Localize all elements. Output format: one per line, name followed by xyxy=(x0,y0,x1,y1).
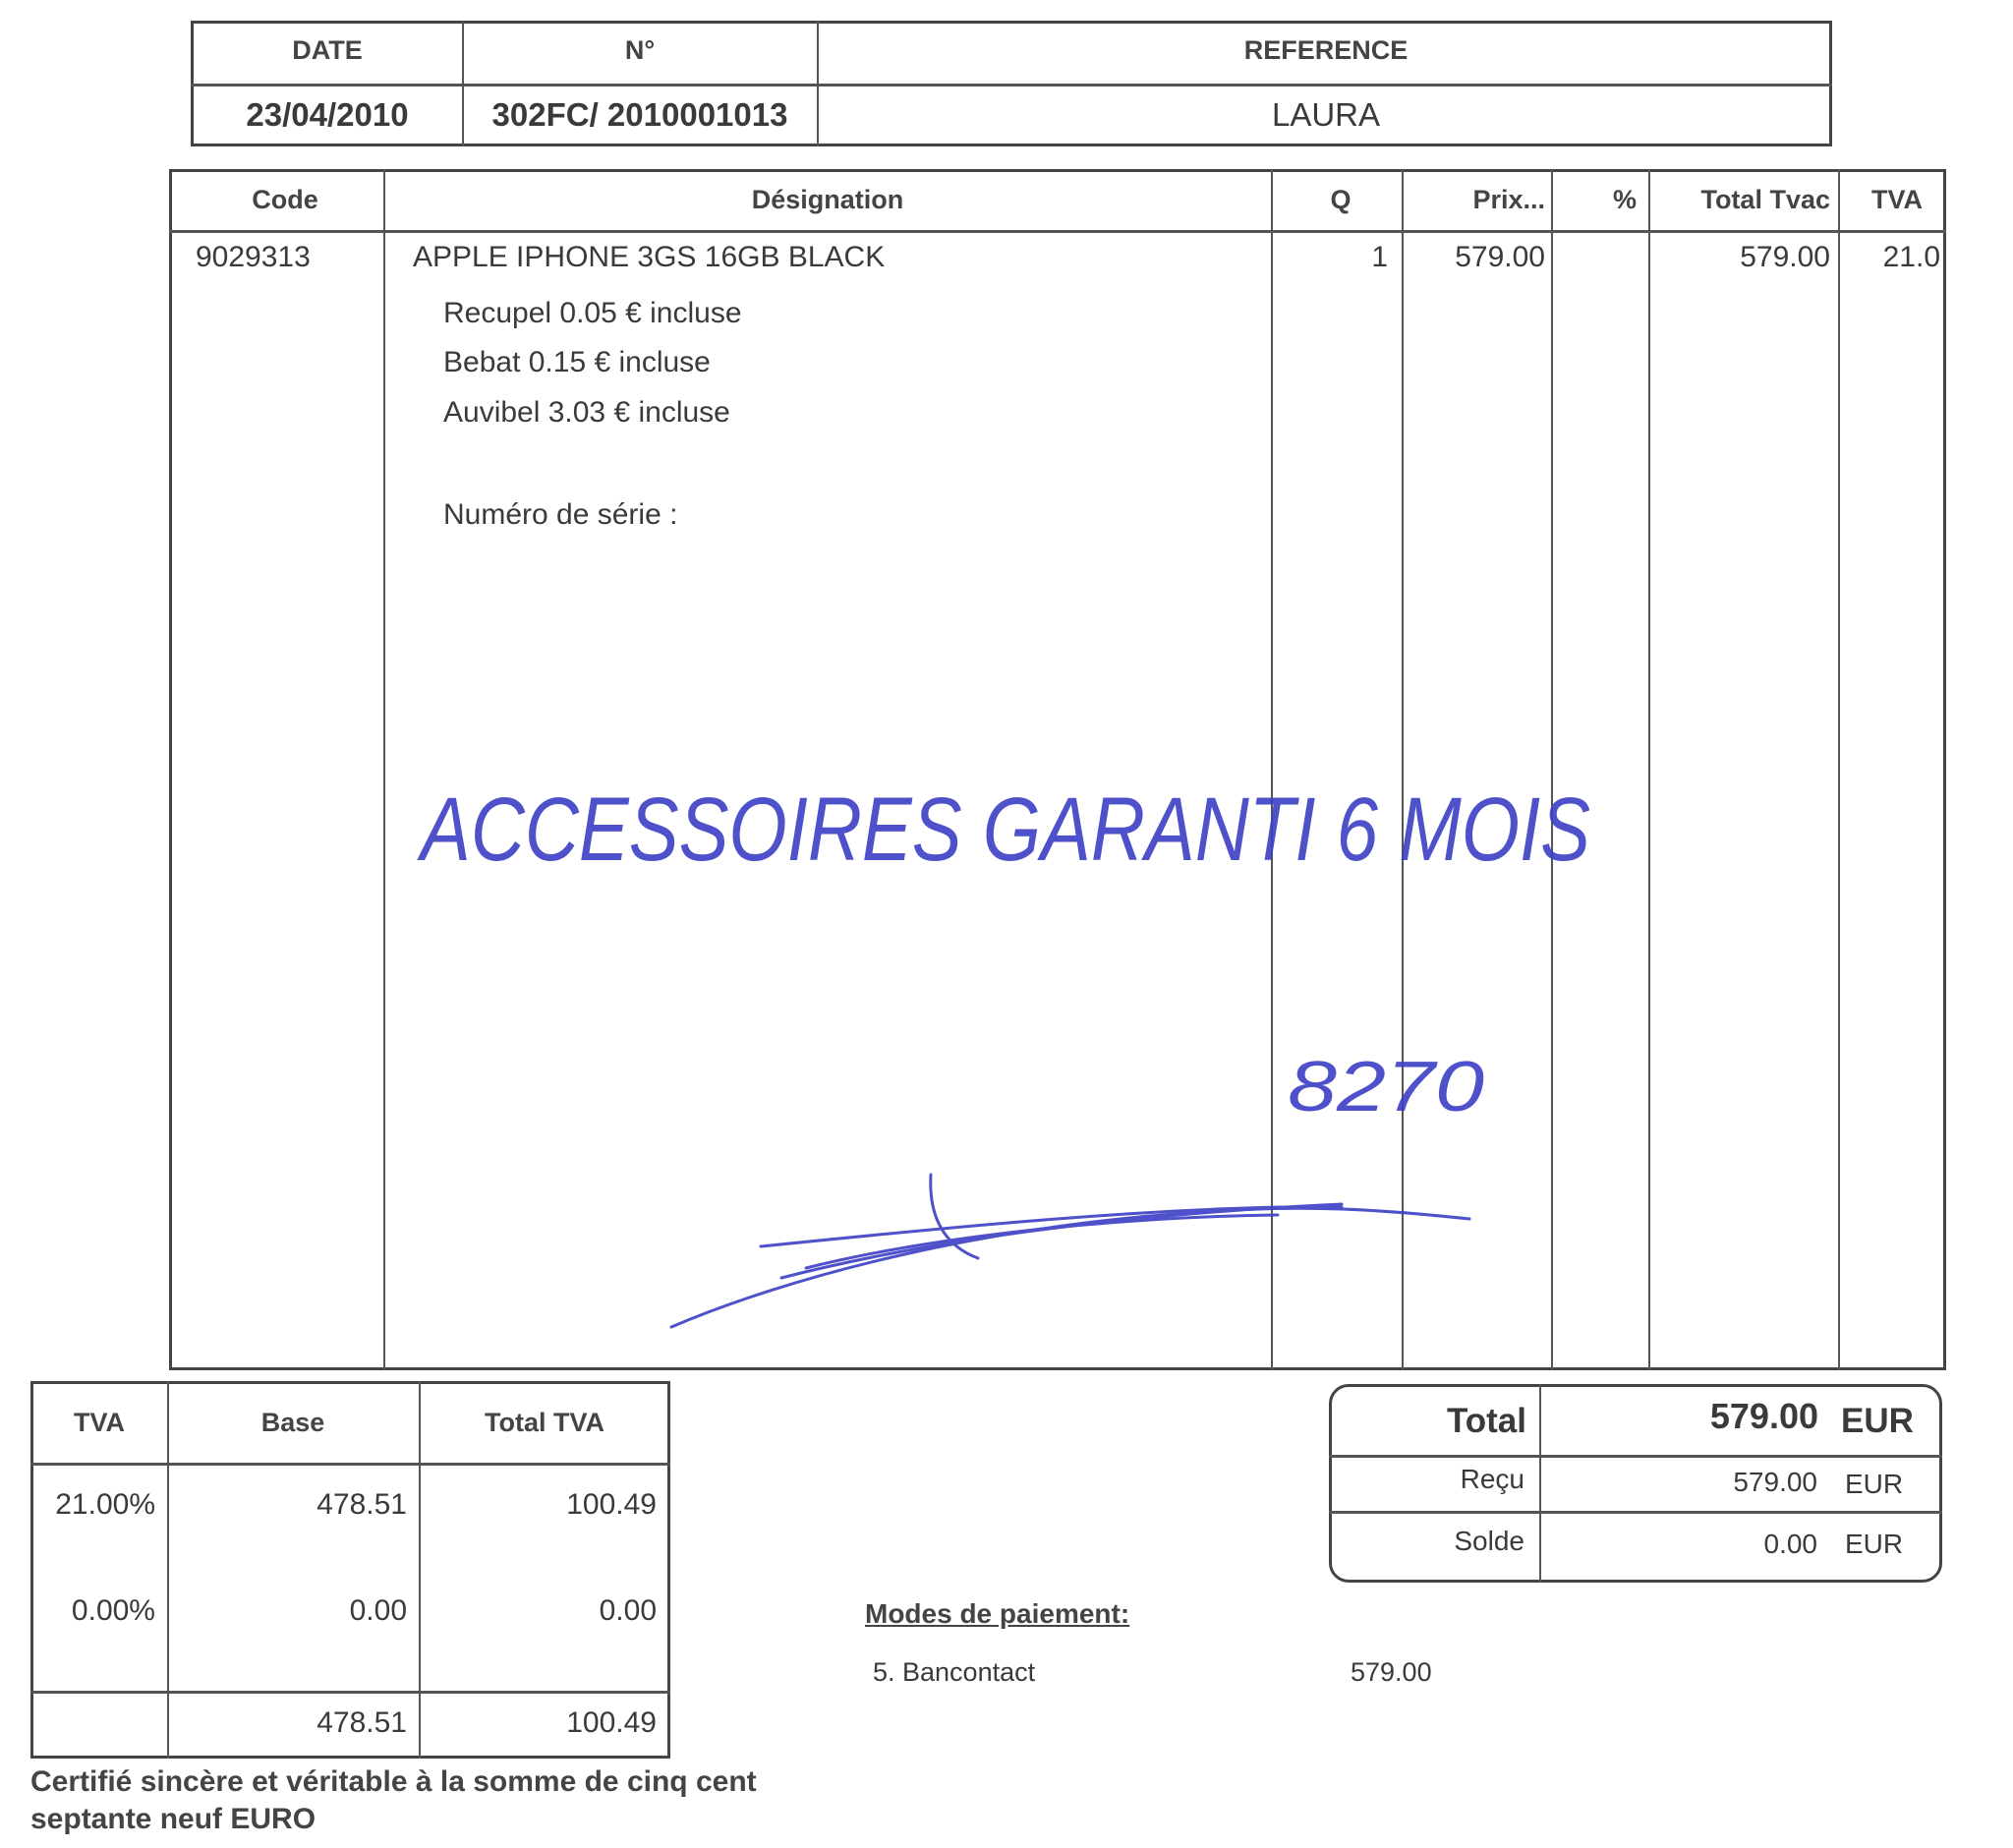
payment-modes-title: Modes de paiement: xyxy=(865,1598,1130,1629)
vat-base: 478.51 xyxy=(316,1488,407,1521)
divider xyxy=(30,1463,670,1466)
divider xyxy=(1648,169,1650,1370)
payment-method: 5. Bancontact xyxy=(873,1657,1036,1687)
total-value: 579.00 xyxy=(1709,1396,1818,1436)
vat-col-base: Base xyxy=(260,1408,325,1437)
certification-line-2: septante neuf EURO xyxy=(30,1803,316,1835)
received-value: 579.00 xyxy=(1733,1467,1817,1497)
vat-col-rate: TVA xyxy=(74,1408,125,1437)
col-percent: % xyxy=(1612,185,1637,214)
divider xyxy=(419,1381,421,1759)
certification-text: Certifié sincère et véritable à la somme… xyxy=(30,1763,757,1838)
vat-rate: 0.00% xyxy=(71,1594,155,1627)
vat-col-total: Total TVA xyxy=(485,1408,604,1437)
note-bebat: Bebat 0.15 € incluse xyxy=(443,346,711,378)
divider xyxy=(1402,169,1404,1370)
col-tva: TVA xyxy=(1871,185,1923,214)
date-label: DATE xyxy=(292,35,363,65)
vat-sum-base: 478.51 xyxy=(316,1706,407,1739)
item-quantity: 1 xyxy=(1371,241,1388,273)
divider xyxy=(1539,1384,1541,1583)
balance-label: Solde xyxy=(1454,1526,1524,1556)
payment-amount: 579.00 xyxy=(1351,1657,1432,1687)
col-price: Prix... xyxy=(1472,185,1545,214)
divider xyxy=(30,1691,670,1694)
number-label: N° xyxy=(624,35,656,65)
divider xyxy=(817,21,819,146)
handwritten-number: 8270 xyxy=(1288,1048,1484,1126)
invoice-date: 23/04/2010 xyxy=(246,96,409,133)
item-tva: 21.0 xyxy=(1882,241,1940,273)
divider xyxy=(383,169,385,1370)
certification-line-1: Certifié sincère et véritable à la somme… xyxy=(30,1765,757,1798)
divider xyxy=(1329,1511,1942,1514)
items-table xyxy=(169,169,1946,1370)
col-code: Code xyxy=(252,185,318,214)
reference-label: REFERENCE xyxy=(1243,35,1409,65)
col-total-tvac: Total Tvac xyxy=(1700,185,1830,214)
vat-base: 0.00 xyxy=(349,1594,407,1627)
vat-total: 0.00 xyxy=(599,1594,657,1627)
col-designation: Désignation xyxy=(751,185,904,214)
totals-box xyxy=(1329,1384,1942,1583)
vat-table xyxy=(30,1381,670,1759)
divider xyxy=(462,21,464,146)
vat-rate: 21.00% xyxy=(55,1488,155,1521)
col-quantity: Q xyxy=(1330,185,1352,214)
divider xyxy=(1838,169,1840,1370)
divider xyxy=(191,84,1832,87)
received-label: Reçu xyxy=(1460,1464,1524,1494)
handwritten-note: ACCESSOIRES GARANTI 6 MOIS xyxy=(417,780,1590,880)
divider xyxy=(169,230,1946,233)
invoice-number: 302FC/ 2010001013 xyxy=(491,96,788,133)
divider xyxy=(167,1381,169,1759)
item-code: 9029313 xyxy=(196,241,311,273)
item-total-tvac: 579.00 xyxy=(1740,241,1830,273)
received-currency: EUR xyxy=(1845,1469,1904,1499)
invoice-reference: LAURA xyxy=(1271,96,1381,133)
item-price: 579.00 xyxy=(1455,241,1545,273)
serial-number-label: Numéro de série : xyxy=(443,498,678,531)
divider xyxy=(1329,1455,1942,1458)
note-auvibel: Auvibel 3.03 € incluse xyxy=(443,396,730,429)
signature xyxy=(669,1173,1471,1329)
total-currency: EUR xyxy=(1841,1402,1914,1440)
vat-total: 100.49 xyxy=(566,1488,657,1521)
divider xyxy=(1551,169,1553,1370)
divider xyxy=(1271,169,1273,1370)
vat-sum-total: 100.49 xyxy=(566,1706,657,1739)
balance-value: 0.00 xyxy=(1763,1529,1818,1559)
item-designation: APPLE IPHONE 3GS 16GB BLACK xyxy=(413,241,886,273)
note-recupel: Recupel 0.05 € incluse xyxy=(443,297,742,329)
balance-currency: EUR xyxy=(1845,1529,1904,1559)
total-label: Total xyxy=(1446,1402,1526,1440)
